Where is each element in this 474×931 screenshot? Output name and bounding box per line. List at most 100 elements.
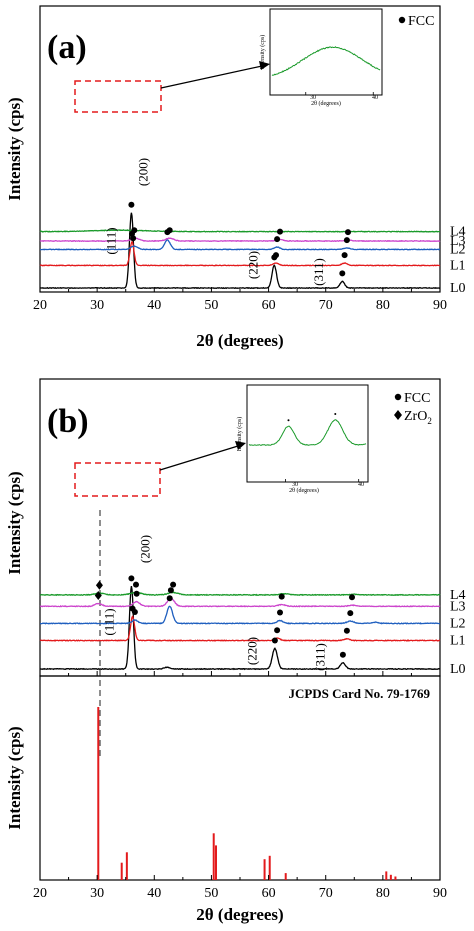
fcc-circle-marker (274, 627, 281, 634)
peak-annotation: (200) (135, 158, 150, 186)
fcc-circle-marker (133, 581, 139, 588)
panel-a-inset-tick-40: 40 (372, 95, 378, 101)
panel-a-zoom-box (74, 80, 162, 113)
series-line-L0 (39, 585, 441, 671)
x-tick-label: 80 (376, 298, 390, 313)
panel-b-inset-xlabel: 2θ (degrees) (289, 487, 319, 494)
panel-a-inset-plot (271, 46, 381, 95)
series-label-L0: L0 (450, 662, 466, 677)
zro2-diamond-marker (94, 590, 102, 600)
x-tick-label: 50 (204, 298, 218, 313)
panel-a-ylabel: Intensity (cps) (5, 97, 24, 200)
peak-annotation: (311) (311, 258, 326, 286)
panel-b-inset: Intensity (cps) 30 40 2θ (degrees) (236, 384, 369, 494)
panel-a-xlabel: 2θ (degrees) (196, 331, 283, 350)
series-label-L2: L2 (450, 616, 466, 631)
fcc-circle-marker (131, 609, 138, 615)
panel-b-legend-zro2-diamond-icon (394, 410, 402, 420)
x-tick-label: 40 (147, 298, 161, 313)
panel-a-inset-ylabel: Intensity (cps) (259, 35, 266, 70)
panel-a-legend-circle-icon (398, 16, 406, 24)
fcc-circle-marker (339, 270, 346, 277)
fcc-circle-marker (278, 593, 285, 600)
panel-a-zoom-arrowhead-icon (259, 61, 270, 70)
panel-b-zoom-box (74, 462, 161, 497)
fcc-circle-marker (271, 637, 278, 644)
panel-b-inset-tick-40: 40 (358, 482, 364, 488)
panel-b-reference-ylabel: Intensity (cps) (5, 726, 24, 829)
fcc-circle-marker (131, 227, 138, 234)
panel-b-legend-zro2-label: ZrO2 (404, 409, 432, 426)
peak-annotation: (111) (103, 227, 118, 254)
panel-a-legend-label: FCC (408, 14, 434, 29)
fcc-circle-marker (345, 229, 351, 236)
x-tick-label: 80 (376, 886, 390, 901)
fcc-circle-marker (128, 201, 135, 208)
panel-a-inset-xlabel: 2θ (degrees) (311, 100, 341, 107)
inset-peak-dot (334, 413, 337, 415)
x-tick-label: 70 (319, 298, 333, 313)
panel-b-xlabel: 2θ (degrees) (196, 905, 283, 924)
fcc-circle-marker (343, 627, 350, 634)
panel-b-zoom-arrowhead-icon (235, 441, 246, 450)
fcc-circle-marker (167, 587, 174, 594)
x-tick-label: 60 (262, 886, 276, 901)
series-label-L2: L2 (450, 242, 466, 257)
zro2-diamond-marker (95, 580, 103, 590)
fcc-circle-marker (347, 610, 354, 617)
series-line-L1 (39, 615, 441, 642)
x-tick-label: 30 (90, 298, 104, 313)
series-label-L0: L0 (450, 281, 466, 296)
panel-b-reference: JCPDS Card No. 79-1769 20 30 40 50 60 70 80 90 … (5, 675, 447, 924)
peak-annotation: (111) (102, 608, 117, 635)
series-line-L3 (39, 237, 441, 243)
fcc-circle-marker (274, 236, 281, 243)
fcc-circle-marker (133, 590, 140, 597)
series-label-L1: L1 (450, 258, 466, 273)
panel-a-inset-tick-30: 30 (310, 95, 316, 101)
panel-b-inset-tick-30: 30 (292, 482, 298, 488)
fcc-circle-marker (128, 575, 135, 582)
peak-annotation: (311) (313, 643, 328, 671)
x-tick-label: 60 (262, 298, 276, 313)
fcc-circle-marker (166, 595, 173, 602)
fcc-circle-marker (277, 228, 283, 235)
panel-b-zoom-arrow (159, 445, 239, 471)
panel-b-inset-frame (246, 384, 369, 483)
panel-b-reference-title: JCPDS Card No. 79-1769 (288, 686, 430, 701)
series-line-L4 (39, 229, 440, 233)
panel-b-legend-fcc-label: FCC (404, 391, 430, 406)
series-line-L2 (40, 239, 441, 251)
inset-series-line-L4 (248, 419, 367, 446)
panel-a-label: (a) (47, 29, 87, 66)
panel-b-label: (b) (47, 403, 89, 440)
series-label-L3: L3 (450, 599, 466, 614)
fcc-circle-marker (339, 651, 346, 658)
series-label-L4: L4 (450, 588, 466, 603)
fcc-circle-marker (273, 252, 279, 259)
panel-b-inset-ylabel: Intensity (cps) (236, 417, 243, 452)
fcc-circle-marker (341, 252, 348, 259)
panel-a-inset-frame (269, 8, 383, 96)
series-label-L3: L3 (450, 234, 466, 249)
series-line-L3 (39, 597, 441, 608)
fcc-circle-marker (349, 594, 355, 601)
panel-a-inset: Intensity (cps) 30 40 2θ (degrees) (259, 8, 383, 107)
panel-b-inset-plot (248, 413, 367, 482)
x-tick-label: 90 (433, 886, 447, 901)
peak-annotation: (220) (246, 251, 261, 279)
fcc-circle-marker (343, 237, 350, 244)
x-tick-label: 20 (33, 298, 47, 313)
series-label-L1: L1 (450, 634, 466, 649)
fcc-circle-marker (166, 227, 173, 234)
x-tick-label: 50 (204, 886, 218, 901)
series-line-L2 (40, 605, 441, 625)
x-tick-label: 40 (147, 886, 161, 901)
panel-b-reference-frame (39, 675, 441, 881)
x-tick-label: 20 (33, 886, 47, 901)
series-line-L0 (39, 212, 440, 290)
